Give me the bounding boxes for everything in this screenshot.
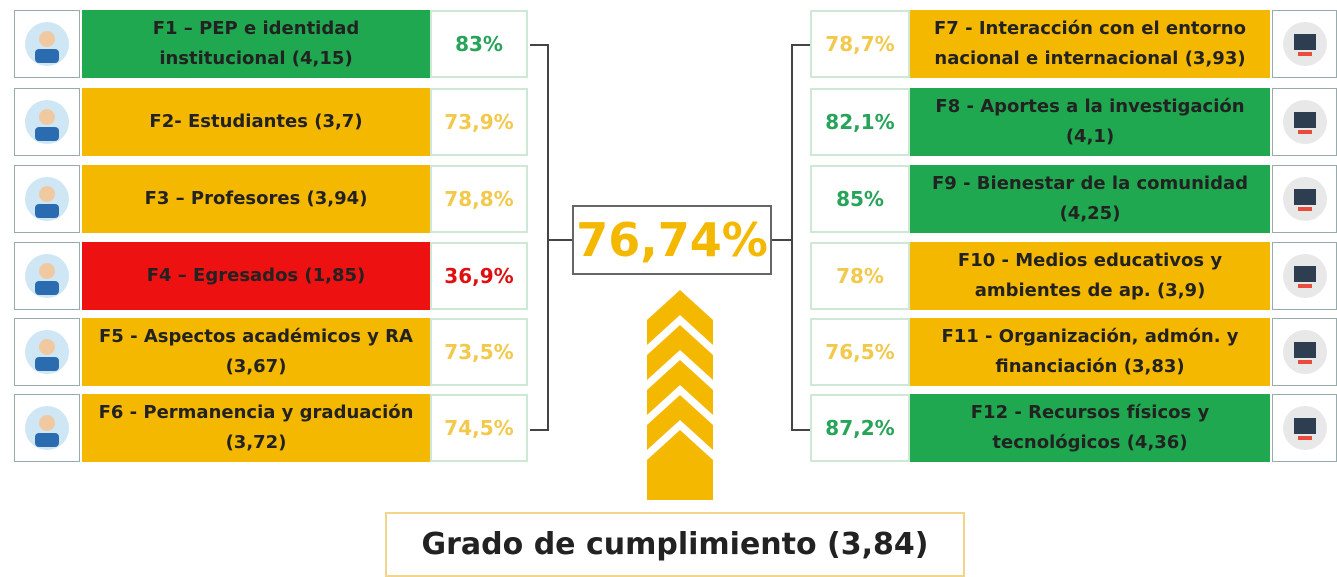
factor-percent: 78,7% — [810, 10, 910, 78]
factor-label: F9 - Bienestar de la comunidad (4,25) — [910, 165, 1270, 233]
factor-percent: 74,5% — [430, 394, 528, 462]
factor-percent: 73,5% — [430, 318, 528, 386]
factor-label: F7 - Interacción con el entorno nacional… — [910, 10, 1270, 78]
factor-icon — [1272, 88, 1337, 156]
factor-icon — [14, 394, 80, 462]
factor-percent: 87,2% — [810, 394, 910, 462]
factor-label: F1 – PEP e identidad institucional (4,15… — [82, 10, 430, 78]
factor-label: F8 - Aportes a la investigación (4,1) — [910, 88, 1270, 156]
factor-percent: 83% — [430, 10, 528, 78]
factor-label: F10 - Medios educativos y ambientes de a… — [910, 242, 1270, 310]
factor-label: F11 - Organización, admón. y financiació… — [910, 318, 1270, 386]
factor-label: F4 – Egresados (1,85) — [82, 242, 430, 310]
factor-percent: 76,5% — [810, 318, 910, 386]
factor-icon — [1272, 394, 1337, 462]
factor-percent: 82,1% — [810, 88, 910, 156]
factor-icon — [14, 88, 80, 156]
factor-percent: 78,8% — [430, 165, 528, 233]
overall-percent: 76,74% — [572, 205, 772, 275]
left-bracket — [530, 45, 572, 430]
factor-icon — [14, 165, 80, 233]
factor-icon — [1272, 318, 1337, 386]
factor-label: F2- Estudiantes (3,7) — [82, 88, 430, 156]
factor-percent: 78% — [810, 242, 910, 310]
factor-label: F6 - Permanencia y graduación (3,72) — [82, 394, 430, 462]
factor-percent: 73,9% — [430, 88, 528, 156]
factor-icon — [1272, 165, 1337, 233]
factor-icon — [14, 242, 80, 310]
factor-icon — [14, 10, 80, 78]
footer-title: Grado de cumplimiento (3,84) — [385, 512, 965, 577]
factor-icon — [14, 318, 80, 386]
infographic: 76,74% Grado de cumplimiento (3,84) F1 –… — [0, 0, 1337, 577]
factor-icon — [1272, 242, 1337, 310]
factor-icon — [1272, 10, 1337, 78]
right-bracket — [772, 45, 810, 430]
factor-label: F12 - Recursos físicos y tecnológicos (4… — [910, 394, 1270, 462]
factor-label: F5 - Aspectos académicos y RA (3,67) — [82, 318, 430, 386]
factor-label: F3 – Profesores (3,94) — [82, 165, 430, 233]
chevrons — [647, 290, 713, 500]
factor-percent: 36,9% — [430, 242, 528, 310]
factor-percent: 85% — [810, 165, 910, 233]
